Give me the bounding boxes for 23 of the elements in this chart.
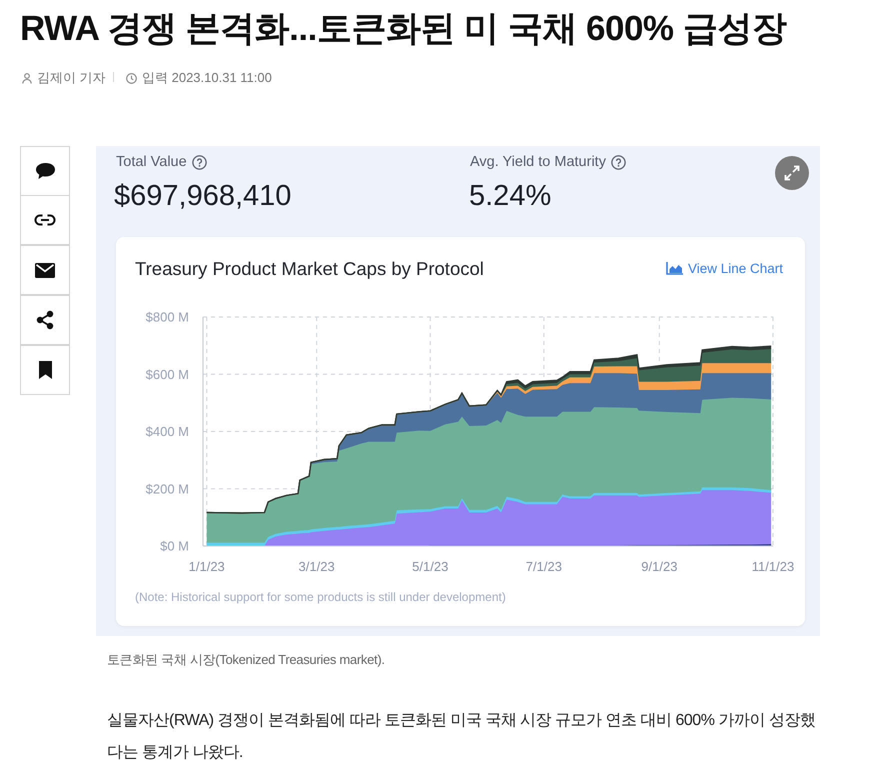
text: RWA 경쟁 본격화...토큰화된 미 국채 600% 급성장 bbox=[20, 8, 786, 50]
chart-title: Treasury Product Market Caps by Protocol bbox=[135, 258, 484, 279]
text: Total Value bbox=[116, 154, 187, 170]
x-tick-label: 9/1/23 bbox=[641, 559, 678, 574]
x-tick-label: 1/1/23 bbox=[188, 559, 225, 574]
y-tick-label: $0 M bbox=[160, 538, 189, 554]
y-tick-label: $800 M bbox=[146, 310, 189, 325]
y-tick-label: $600 M bbox=[146, 366, 189, 382]
text: 실물자산(RWA) 경쟁이 본격화됨에 따라 토큰화된 미국 국채 시장 규모가 연초 대비 600% 가까이 성장했다는 통계가 나왔다. bbox=[107, 712, 816, 761]
text: 토큰화된 국채 시장(Tokenized Treasuries market). bbox=[107, 651, 385, 669]
text: 5.24% bbox=[469, 180, 552, 213]
x-tick-label: 7/1/23 bbox=[526, 559, 562, 574]
x-tick-label: 11/1/23 bbox=[752, 559, 794, 574]
x-tick-label: 5/1/23 bbox=[412, 559, 448, 574]
text: Avg. Yield to Maturity bbox=[470, 154, 606, 170]
text: (Note: Historical support for some products is still under development) bbox=[135, 590, 506, 604]
x-tick-label: 3/1/23 bbox=[298, 559, 335, 574]
text: 김제이 기자 bbox=[37, 69, 106, 87]
text: 입력 2023.10.31 11:00 bbox=[142, 69, 272, 87]
y-tick-label: $400 M bbox=[146, 424, 189, 440]
y-tick-label: $200 M bbox=[146, 481, 189, 496]
text: $697,968,410 bbox=[114, 180, 292, 213]
text: View Line Chart bbox=[688, 261, 784, 276]
